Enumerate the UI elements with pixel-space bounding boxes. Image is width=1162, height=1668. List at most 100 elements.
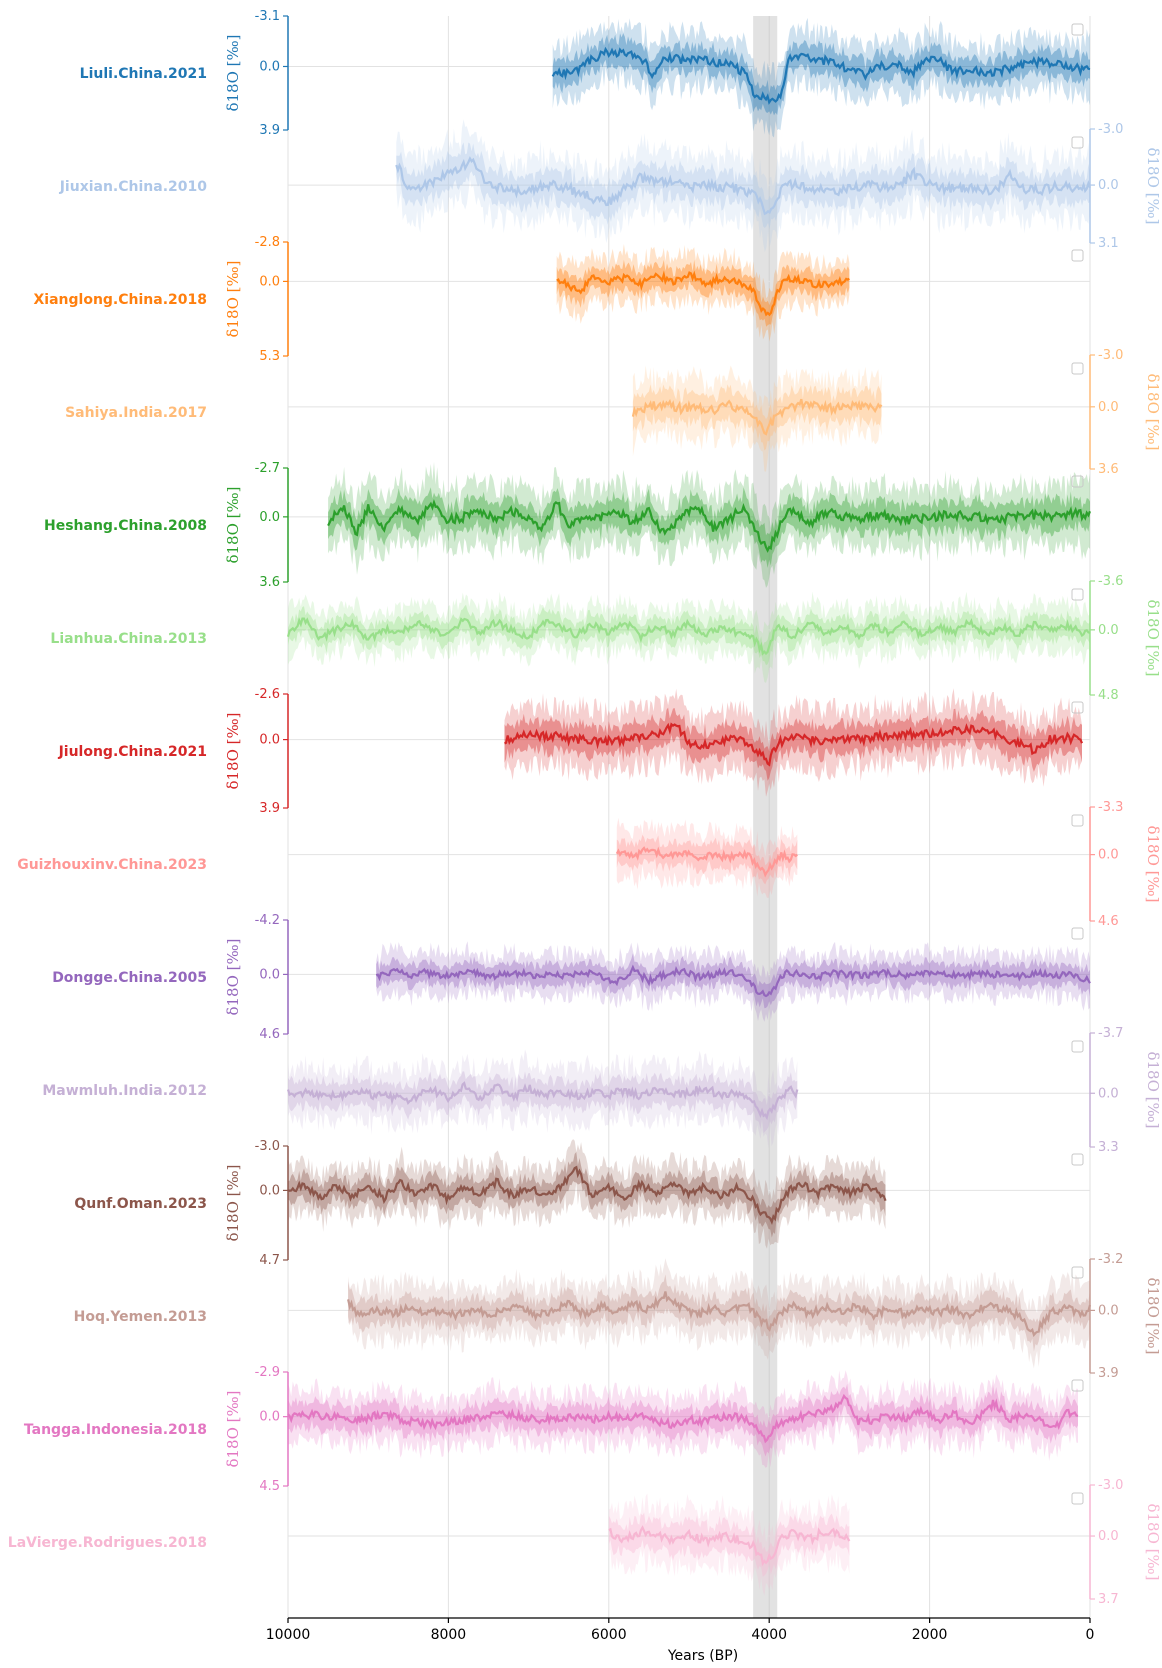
y-tick-label: 3.6 [259,575,280,590]
legend-checkbox [1071,23,1084,36]
inner-uncertainty-band [288,1071,798,1134]
y-axis-title: δ18O [‰] [224,1390,242,1467]
y-tick-label: 0.0 [259,967,280,982]
series-5: Heshang.China.2008 -2.7 0.0 3.6 δ18O [‰] [44,461,1092,590]
y-tick-label: 4.6 [1098,914,1119,929]
record-label: Jiuxian.China.2010 [59,179,208,195]
y-tick-label: 0.0 [1098,623,1119,638]
series-2: Jiuxian.China.2010 -3.0 0.0 3.1 δ18O [‰] [59,119,1162,252]
series-1: Liuli.China.2021 -3.1 0.0 3.9 δ18O [‰] [80,9,1091,138]
inner-uncertainty-band [328,487,1091,568]
y-tick-label: 3.6 [1098,462,1119,477]
outer-uncertainty-band [288,1139,886,1249]
record-label: Liuli.China.2021 [80,66,207,82]
y-tick-label: 0.0 [259,1410,280,1425]
series-10: Mawmluh.India.2012 -3.7 0.0 3.3 δ18O [‰] [42,1026,1162,1155]
x-tick-label: 4000 [751,1627,787,1643]
outer-uncertainty-band [288,591,1090,683]
record-label: Sahiya.India.2017 [65,405,207,421]
outer-uncertainty-band [552,17,1090,138]
y-tick-label: 0.0 [259,733,280,748]
legend-checkbox [1071,249,1084,262]
series-13: Tangga.Indonesia.2018 -2.9 0.0 4.5 δ18O [‰] [24,1365,1090,1494]
series-3: Xianglong.China.2018 -2.8 0.0 5.3 δ18O [‰] [34,235,1090,364]
highlight-layer [753,16,778,1618]
legend-checkbox [1071,1379,1084,1392]
y-tick-label: -3.2 [1098,1252,1123,1267]
x-tick-label: 0 [1086,1627,1095,1643]
record-label: Xianglong.China.2018 [34,292,208,308]
y-tick-label: -2.8 [255,235,280,250]
highlight-span [753,16,778,1618]
median-line [556,270,850,317]
legend-checkbox [1071,1153,1084,1166]
y-tick-label: -2.9 [255,1365,280,1380]
y-tick-label: 3.1 [1098,236,1119,251]
outer-uncertainty-band [556,244,850,342]
outer-uncertainty-band [348,1258,1091,1369]
legend-checkbox [1071,136,1084,149]
y-tick-label: 3.7 [1098,1592,1119,1607]
record-label: Tangga.Indonesia.2018 [24,1422,207,1438]
inner-uncertainty-band [288,1383,1078,1457]
y-axis-title: δ18O [‰] [1144,599,1162,676]
y-tick-label: -2.6 [255,687,280,702]
y-tick-label: 3.9 [259,123,280,138]
y-tick-label: 0.0 [1098,848,1119,863]
series-layer: Liuli.China.2021 -3.1 0.0 3.9 δ18O [‰] Jiuxia… [8,9,1162,1607]
series-8: Guizhouxinv.China.2023 -3.3 0.0 4.6 δ18O [‰] [17,800,1162,929]
y-tick-label: -3.1 [255,9,280,24]
x-axis: Years (BP) 10000 8000 6000 4000 2000 0 [266,1617,1095,1664]
x-tick-label: 10000 [266,1627,311,1643]
y-tick-label: 0.0 [1098,178,1119,193]
y-tick-label: -3.0 [1098,122,1123,137]
median-line [551,46,1091,105]
legend-checkbox [1071,1266,1084,1279]
median-line [327,498,1092,553]
x-axis-label: Years (BP) [667,1648,738,1664]
y-tick-label: -2.7 [255,461,280,476]
record-label: Dongge.China.2005 [52,970,207,986]
record-label: Qunf.Oman.2023 [74,1196,207,1212]
legend-checkbox [1071,362,1084,375]
y-tick-label: 3.3 [1098,1140,1119,1155]
outer-uncertainty-band [288,1049,798,1149]
median-line [608,1525,851,1567]
median-line [375,964,1091,998]
y-axis-title: δ18O [‰] [224,486,242,563]
y-tick-label: 4.8 [1098,688,1119,703]
y-axis-title: δ18O [‰] [224,712,242,789]
series-6: Lianhua.China.2013 -3.6 0.0 4.8 δ18O [‰] [50,574,1162,703]
inner-uncertainty-band [552,33,1090,116]
y-axis-title: δ18O [‰] [224,260,242,337]
y-tick-label: -3.0 [255,1139,280,1154]
y-tick-label: -3.6 [1098,574,1123,589]
record-label: Lianhua.China.2013 [50,631,207,647]
series-14: LaVierge.Rodrigues.2018 -3.0 0.0 3.7 δ18O [‰… [8,1478,1162,1607]
median-line [287,1165,887,1226]
y-tick-label: 4.5 [259,1479,280,1494]
record-label: Mawmluh.India.2012 [42,1083,207,1099]
record-label: Hoq.Yemen.2013 [74,1309,207,1325]
inner-uncertainty-band [348,1274,1091,1352]
inner-uncertainty-band [288,1152,886,1238]
legend-checkbox [1071,1492,1084,1505]
record-label: Heshang.China.2008 [44,518,207,534]
y-axis-title: δ18O [‰] [1144,1277,1162,1354]
outer-uncertainty-band [504,688,1082,797]
series-9: Dongge.China.2005 -4.2 0.0 4.6 δ18O [‰] [52,913,1091,1042]
legend-checkbox [1071,927,1084,940]
y-tick-label: 0.0 [259,59,280,74]
median-line [504,722,1084,767]
inner-uncertainty-band [504,707,1082,781]
y-tick-label: 0.0 [259,274,280,289]
series-11: Qunf.Oman.2023 -3.0 0.0 4.7 δ18O [‰] [74,1139,1090,1268]
inner-uncertainty-band [396,142,1090,229]
y-tick-label: 0.0 [259,1183,280,1198]
y-tick-label: 3.9 [259,801,280,816]
y-axis-title: δ18O [‰] [1144,1503,1162,1580]
y-tick-label: 3.9 [1098,1366,1119,1381]
record-label: LaVierge.Rodrigues.2018 [8,1535,207,1551]
y-tick-label: 0.0 [1098,1303,1119,1318]
